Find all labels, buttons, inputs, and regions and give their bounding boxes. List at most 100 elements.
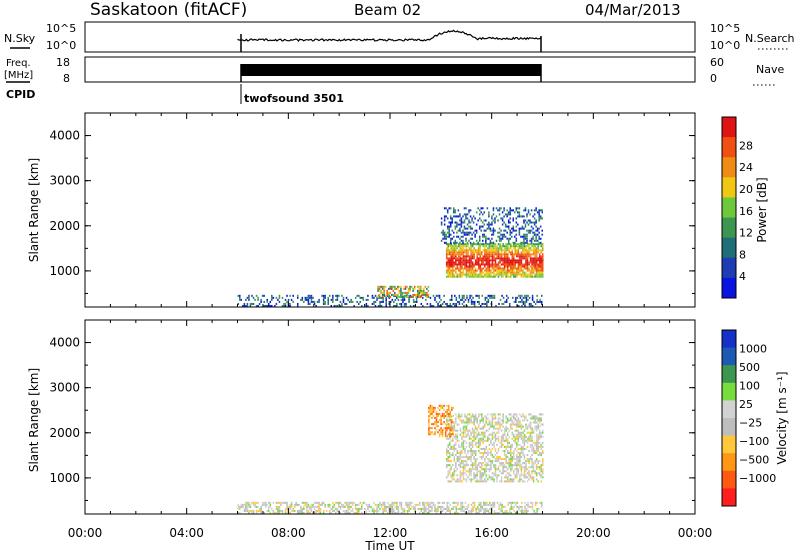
velocity-cell: [319, 511, 322, 514]
velocity-cell: [474, 468, 477, 471]
power-cell: [419, 285, 422, 288]
velocity-cell: [511, 464, 514, 467]
velocity-cell: [260, 511, 262, 514]
velocity-cell: [347, 503, 349, 506]
velocity-cell: [388, 503, 390, 506]
velocity-cell: [432, 433, 435, 436]
velocity-cell: [516, 460, 518, 463]
power-cell: [508, 269, 510, 272]
velocity-cell: [458, 478, 460, 481]
power-cell: [394, 293, 396, 296]
power-cell: [392, 293, 395, 296]
velocity-cell: [468, 445, 471, 448]
velocity-cell: [489, 507, 491, 510]
velocity-cell: [376, 503, 378, 506]
power-cell: [532, 263, 535, 266]
velocity-cell: [521, 511, 523, 514]
velocity-cell: [367, 505, 369, 508]
velocity-cell: [472, 501, 474, 504]
power-cell: [447, 273, 449, 276]
velocity-cell: [455, 413, 457, 416]
power-cell: [458, 261, 460, 264]
velocity-cell: [306, 507, 308, 510]
velocity-cell: [531, 458, 533, 461]
velocity-cell: [516, 443, 518, 446]
velocity-cell: [537, 460, 539, 463]
velocity-cell: [453, 456, 456, 459]
velocity-cell: [479, 509, 482, 512]
power-cell: [383, 285, 385, 288]
power-cell: [458, 273, 460, 276]
power-cell: [503, 273, 506, 276]
velocity-cell: [509, 447, 512, 450]
velocity-cell: [534, 449, 536, 452]
power-cell: [446, 209, 449, 212]
velocity-cell: [537, 445, 539, 448]
velocity-cell: [303, 507, 305, 510]
power-cell: [509, 247, 512, 250]
power-cell: [507, 227, 510, 230]
velocity-cell: [435, 423, 438, 426]
power-cell: [445, 247, 448, 250]
velocity-cell: [428, 429, 430, 432]
power-cell: [497, 267, 500, 270]
velocity-cell: [473, 501, 476, 504]
power-cell: [540, 271, 542, 274]
velocity-cell: [500, 476, 503, 479]
power-cell: [514, 267, 517, 270]
power-cell: [539, 237, 542, 240]
power-cell: [462, 259, 465, 262]
power-cell: [380, 285, 382, 288]
velocity-cell: [423, 505, 426, 508]
velocity-cell: [447, 423, 450, 426]
velocity-cell: [348, 511, 351, 514]
velocity-cell: [532, 431, 535, 434]
power-cell: [540, 275, 542, 278]
velocity-cell: [437, 425, 439, 428]
power-cell: [479, 243, 481, 246]
power-cell: [255, 304, 258, 307]
velocity-cell: [237, 503, 240, 506]
power-cell: [531, 265, 533, 268]
velocity-cell: [347, 507, 349, 510]
velocity-cell: [476, 429, 478, 432]
power-cell: [528, 245, 530, 248]
power-cell: [342, 296, 345, 299]
velocity-cell: [471, 421, 474, 424]
velocity-cell: [450, 435, 453, 438]
velocity-cell: [338, 509, 340, 512]
velocity-cell: [269, 505, 272, 508]
power-cell: [469, 227, 472, 230]
power-cell: [513, 263, 515, 266]
velocity-cell: [467, 476, 469, 479]
velocity-cell: [239, 505, 241, 508]
velocity-cell: [493, 431, 495, 434]
power-cell: [461, 245, 463, 248]
velocity-cell: [477, 470, 480, 473]
velocity-cell: [483, 503, 485, 506]
velocity-cell: [300, 509, 302, 512]
power-cell: [473, 265, 475, 268]
power-cell: [538, 249, 541, 252]
velocity-cell: [284, 511, 287, 514]
velocity-cell: [498, 511, 500, 514]
power-cell: [510, 231, 513, 234]
velocity-cell: [487, 439, 489, 442]
power-cell: [509, 209, 511, 212]
power-cell: [490, 255, 492, 258]
velocity-cell: [514, 419, 517, 422]
velocity-cell: [502, 417, 504, 420]
velocity-colorbar-tick: 25: [739, 398, 753, 411]
velocity-cell: [483, 511, 485, 514]
velocity-cell: [449, 511, 451, 514]
velocity-colorbar-swatch: [722, 435, 736, 454]
power-cell: [530, 225, 533, 228]
power-cell: [502, 261, 504, 264]
velocity-cell: [237, 507, 240, 510]
velocity-cell: [515, 501, 517, 504]
power-cell: [310, 296, 313, 299]
power-cell: [448, 263, 451, 266]
velocity-cell: [522, 480, 524, 483]
velocity-cell: [538, 437, 541, 440]
velocity-cell: [251, 509, 253, 512]
